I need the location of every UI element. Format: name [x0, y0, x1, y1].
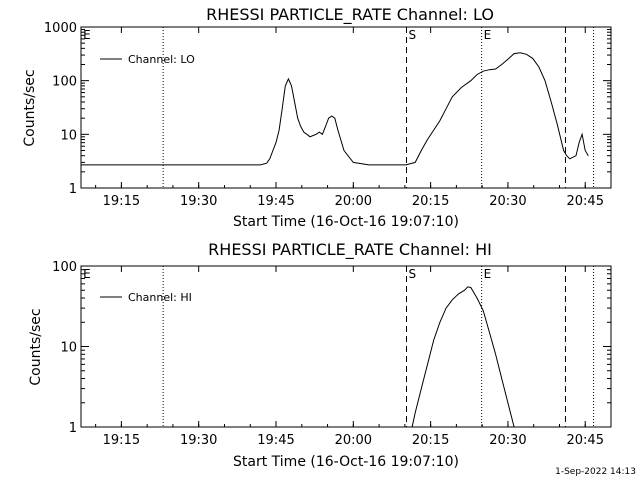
legend-lo: Channel: LO: [100, 53, 195, 66]
marker-label-e: E: [484, 267, 492, 281]
x-tick-label: 20:45: [567, 433, 604, 448]
y-ticks-lo: 1 10 100 1000: [44, 21, 611, 197]
x-tick-label: 20:00: [335, 194, 372, 209]
event-markers-hi: S EE: [83, 266, 595, 427]
plot-frame-lo: [80, 26, 612, 189]
x-ticks-lo: 19:15 19:30 19:45 20:00 20:15 20:30 20:45: [95, 27, 604, 209]
panel-lo: RHESSI PARTICLE_RATE Channel: LO S E E 19:…: [22, 5, 612, 230]
marker-label-s: S: [409, 28, 417, 42]
y-tick-label: 1000: [44, 21, 77, 36]
chart-title-lo: RHESSI PARTICLE_RATE Channel: LO: [206, 5, 494, 25]
y-tick-label: 1: [69, 421, 77, 436]
x-tick-label: 20:30: [489, 433, 526, 448]
event-markers-lo: S EE: [83, 27, 595, 188]
x-axis-label-hi: Start Time (16-Oct-16 19:07:10): [233, 454, 459, 470]
x-tick-label: 19:45: [257, 433, 294, 448]
marker-label-e: E: [484, 28, 492, 42]
x-tick-label: 19:15: [103, 433, 140, 448]
legend-hi: Channel: HI: [100, 291, 192, 304]
legend-label-hi: Channel: HI: [128, 291, 192, 304]
series-line-hi: [411, 286, 515, 428]
marker-label-e: E: [83, 267, 91, 281]
marker-label-s: S: [409, 267, 417, 281]
x-tick-label: 20:30: [489, 194, 526, 209]
x-axis-label-lo: Start Time (16-Oct-16 19:07:10): [233, 214, 459, 230]
y-tick-label: 1: [69, 182, 77, 197]
panel-hi: RHESSI PARTICLE_RATE Channel: HI S E E 19:…: [28, 240, 612, 470]
chart-title-hi: RHESSI PARTICLE_RATE Channel: HI: [208, 240, 492, 260]
x-tick-label: 20:15: [412, 194, 449, 209]
x-tick-label: 20:45: [567, 194, 604, 209]
marker-label-e: E: [83, 28, 91, 42]
x-tick-label: 19:30: [180, 433, 217, 448]
x-tick-label: 20:15: [412, 433, 449, 448]
x-tick-label: 20:00: [335, 433, 372, 448]
y-axis-label-lo: Counts/sec: [22, 69, 38, 146]
y-tick-label: 100: [52, 260, 77, 275]
y-tick-label: 100: [52, 75, 77, 90]
x-ticks-hi: 19:15 19:30 19:45 20:00 20:15 20:30 20:45: [95, 266, 604, 448]
series-line-lo: [81, 52, 589, 166]
legend-label-lo: Channel: LO: [128, 53, 195, 66]
y-tick-label: 10: [60, 128, 77, 143]
footer-timestamp: 1-Sep-2022 14:13: [555, 467, 636, 477]
y-axis-label-hi: Counts/sec: [28, 308, 44, 385]
x-tick-label: 19:15: [103, 194, 140, 209]
x-tick-label: 19:45: [257, 194, 294, 209]
y-ticks-hi: 1 10 100: [52, 260, 611, 436]
x-tick-label: 19:30: [180, 194, 217, 209]
y-tick-label: 10: [60, 341, 77, 356]
